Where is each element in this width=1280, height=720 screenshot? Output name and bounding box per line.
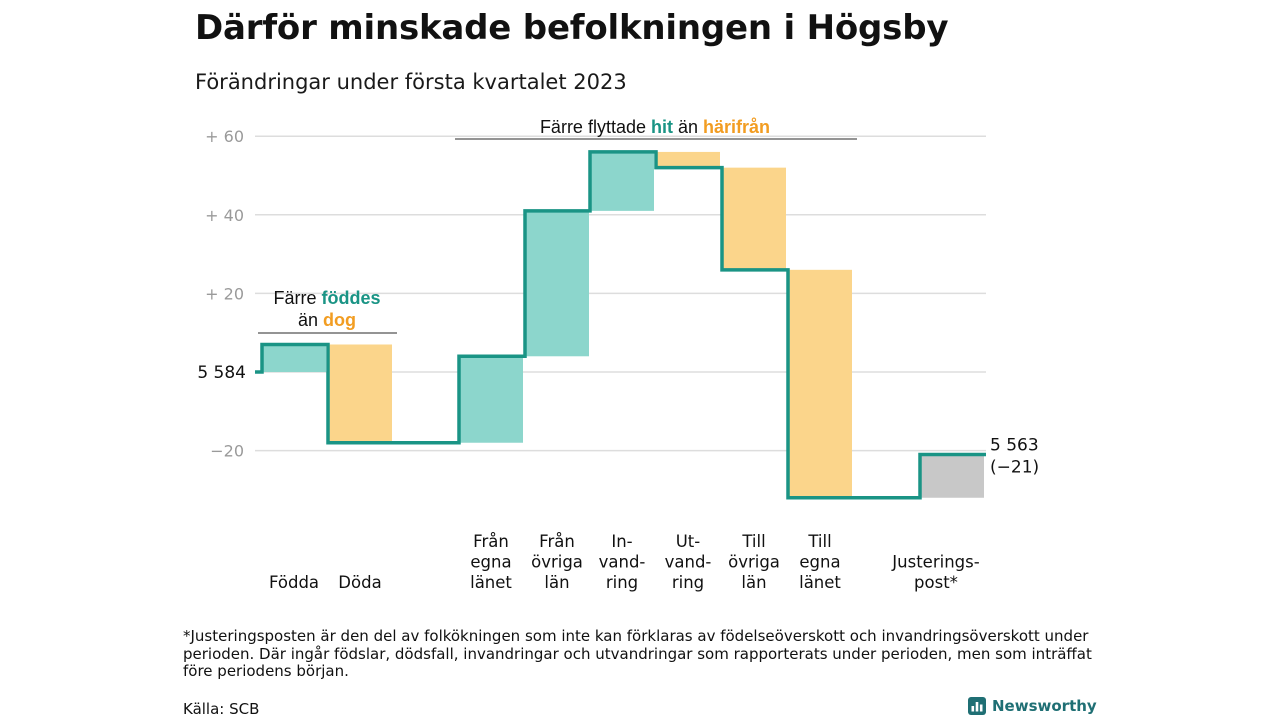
category-label: Ut- — [676, 532, 701, 551]
category-label: övriga — [531, 553, 583, 572]
footnote: *Justeringsposten är den del av folkökni… — [183, 627, 1092, 680]
category-label: övriga — [728, 553, 780, 572]
category-label: Till — [807, 532, 831, 551]
y-tick-label: −20 — [210, 442, 244, 461]
category-label: ring — [672, 573, 704, 592]
bar — [590, 151, 654, 211]
bar — [788, 269, 852, 498]
y-tick-label: + 40 — [205, 206, 244, 225]
category-label: Till — [741, 532, 765, 551]
category-label: egna — [799, 553, 840, 572]
brand-name: Newsworthy — [992, 697, 1097, 715]
end-change-label: (−21) — [990, 458, 1039, 478]
category-label: län — [741, 573, 766, 592]
bar — [656, 151, 720, 168]
bar — [525, 210, 589, 357]
category-label: post* — [914, 573, 958, 592]
annotation-deaths: än dog — [298, 310, 356, 330]
y-tick-label: + 60 — [205, 127, 244, 146]
cumulative-line — [255, 150, 986, 500]
start-value-label: 5 584 — [197, 363, 246, 383]
waterfall-chart: + 60 + 40 + 20 −20 5 584 5 563(−21) Födda Döda F… — [197, 117, 1039, 592]
chart-title: Därför minskade befolkningen i Högsby — [195, 8, 949, 48]
newsworthy-logo-icon — [968, 697, 986, 715]
category-label: länet — [799, 573, 841, 592]
source-label: Källa: SCB — [183, 700, 260, 718]
annotation-moves: Färre flyttade hit än härifrån — [540, 117, 770, 137]
bar — [920, 454, 984, 498]
category-label: Döda — [338, 573, 381, 592]
bar — [722, 167, 786, 270]
bar — [459, 356, 523, 443]
brand[interactable]: Newsworthy — [968, 697, 1097, 715]
category-label: länet — [470, 573, 512, 592]
category-label: vand- — [599, 553, 646, 572]
annotation-births: Färre föddes — [273, 288, 380, 308]
category-label: vand- — [665, 553, 712, 572]
category-label: Justerings- — [891, 553, 979, 572]
category-label: Från — [539, 532, 575, 551]
end-value-label: 5 563 — [990, 436, 1039, 456]
bar — [328, 344, 392, 443]
category-label: In- — [611, 532, 632, 551]
category-label: Födda — [269, 573, 319, 592]
category-label: Från — [473, 532, 509, 551]
y-tick-label: + 20 — [205, 284, 244, 303]
chart-subtitle: Förändringar under första kvartalet 2023 — [195, 70, 627, 94]
category-label: län — [544, 573, 569, 592]
category-label: egna — [470, 553, 511, 572]
category-label: ring — [606, 573, 638, 592]
bar — [262, 344, 326, 372]
